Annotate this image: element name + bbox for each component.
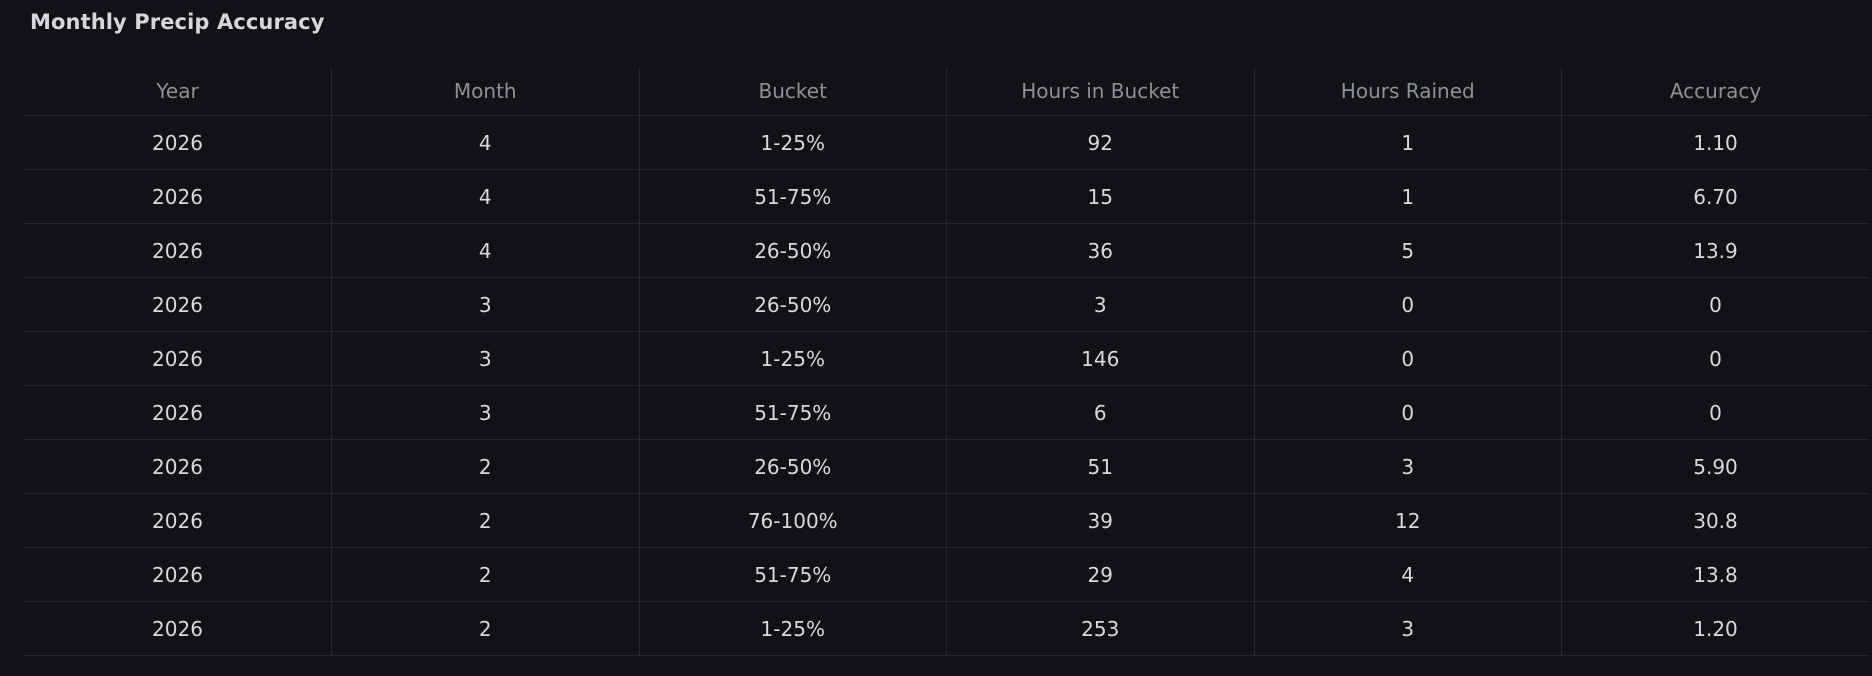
cell-year: 2026 xyxy=(24,223,332,278)
cell-month: 2 xyxy=(331,601,640,656)
table-row: 2026 4 26-50% 36 5 13.9 xyxy=(24,223,1869,278)
cell-accuracy: 5.90 xyxy=(1561,439,1869,494)
cell-hours-rained: 3 xyxy=(1254,439,1562,494)
cell-hours-rained: 1 xyxy=(1254,115,1562,170)
table-row: 2026 3 26-50% 3 0 0 xyxy=(24,277,1869,332)
cell-hours-rained: 5 xyxy=(1254,223,1562,278)
cell-accuracy: 0 xyxy=(1561,385,1869,440)
column-header-month[interactable]: Month xyxy=(331,67,640,116)
cell-accuracy: 6.70 xyxy=(1561,169,1869,224)
column-header-hours-rained[interactable]: Hours Rained xyxy=(1254,67,1562,116)
cell-month: 3 xyxy=(331,277,640,332)
cell-hours-in-bucket: 29 xyxy=(946,547,1255,602)
cell-bucket: 76-100% xyxy=(639,493,947,548)
cell-year: 2026 xyxy=(24,331,332,386)
cell-hours-in-bucket: 15 xyxy=(946,169,1255,224)
cell-hours-in-bucket: 39 xyxy=(946,493,1255,548)
cell-accuracy: 30.8 xyxy=(1561,493,1869,548)
cell-hours-rained: 3 xyxy=(1254,601,1562,656)
cell-hours-in-bucket: 51 xyxy=(946,439,1255,494)
table-row: 2026 2 26-50% 51 3 5.90 xyxy=(24,439,1869,494)
cell-hours-in-bucket: 92 xyxy=(946,115,1255,170)
table-row: 2026 2 76-100% 39 12 30.8 xyxy=(24,493,1869,548)
table-body: 2026 4 1-25% 92 1 1.10 2026 4 51-75% 15 1 6.70 2026 4… xyxy=(24,115,1869,656)
cell-month: 4 xyxy=(331,223,640,278)
cell-hours-rained: 1 xyxy=(1254,169,1562,224)
table-row: 2026 4 51-75% 15 1 6.70 xyxy=(24,169,1869,224)
cell-hours-rained: 12 xyxy=(1254,493,1562,548)
cell-accuracy: 13.8 xyxy=(1561,547,1869,602)
column-header-hours-in-bucket[interactable]: Hours in Bucket xyxy=(946,67,1255,116)
cell-month: 2 xyxy=(331,493,640,548)
cell-accuracy: 1.20 xyxy=(1561,601,1869,656)
cell-bucket: 51-75% xyxy=(639,385,947,440)
cell-accuracy: 0 xyxy=(1561,331,1869,386)
cell-hours-in-bucket: 6 xyxy=(946,385,1255,440)
cell-hours-rained: 0 xyxy=(1254,385,1562,440)
cell-month: 4 xyxy=(331,115,640,170)
accuracy-table: Year Month Bucket Hours in Bucket Hours … xyxy=(24,67,1869,656)
cell-bucket: 1-25% xyxy=(639,601,947,656)
cell-month: 4 xyxy=(331,169,640,224)
table-header-row: Year Month Bucket Hours in Bucket Hours … xyxy=(24,67,1869,116)
cell-bucket: 26-50% xyxy=(639,277,947,332)
cell-bucket: 1-25% xyxy=(639,115,947,170)
cell-hours-rained: 0 xyxy=(1254,277,1562,332)
column-header-year[interactable]: Year xyxy=(24,67,332,116)
cell-hours-in-bucket: 3 xyxy=(946,277,1255,332)
table-row: 2026 3 51-75% 6 0 0 xyxy=(24,385,1869,440)
table-row: 2026 2 1-25% 253 3 1.20 xyxy=(24,601,1869,656)
table-row: 2026 3 1-25% 146 0 0 xyxy=(24,331,1869,386)
column-header-bucket[interactable]: Bucket xyxy=(639,67,947,116)
cell-hours-in-bucket: 253 xyxy=(946,601,1255,656)
cell-bucket: 26-50% xyxy=(639,223,947,278)
table-row: 2026 4 1-25% 92 1 1.10 xyxy=(24,115,1869,170)
cell-hours-in-bucket: 146 xyxy=(946,331,1255,386)
cell-month: 3 xyxy=(331,331,640,386)
table-row: 2026 2 51-75% 29 4 13.8 xyxy=(24,547,1869,602)
cell-accuracy: 13.9 xyxy=(1561,223,1869,278)
cell-year: 2026 xyxy=(24,547,332,602)
cell-month: 2 xyxy=(331,547,640,602)
cell-year: 2026 xyxy=(24,439,332,494)
cell-year: 2026 xyxy=(24,115,332,170)
panel-title: Monthly Precip Accuracy xyxy=(30,10,325,34)
cell-year: 2026 xyxy=(24,277,332,332)
cell-year: 2026 xyxy=(24,601,332,656)
column-header-accuracy[interactable]: Accuracy xyxy=(1561,67,1869,116)
cell-hours-in-bucket: 36 xyxy=(946,223,1255,278)
cell-month: 2 xyxy=(331,439,640,494)
cell-bucket: 26-50% xyxy=(639,439,947,494)
cell-month: 3 xyxy=(331,385,640,440)
cell-year: 2026 xyxy=(24,493,332,548)
cell-hours-rained: 4 xyxy=(1254,547,1562,602)
cell-hours-rained: 0 xyxy=(1254,331,1562,386)
cell-accuracy: 1.10 xyxy=(1561,115,1869,170)
cell-bucket: 1-25% xyxy=(639,331,947,386)
cell-bucket: 51-75% xyxy=(639,169,947,224)
cell-year: 2026 xyxy=(24,385,332,440)
cell-year: 2026 xyxy=(24,169,332,224)
cell-bucket: 51-75% xyxy=(639,547,947,602)
cell-accuracy: 0 xyxy=(1561,277,1869,332)
